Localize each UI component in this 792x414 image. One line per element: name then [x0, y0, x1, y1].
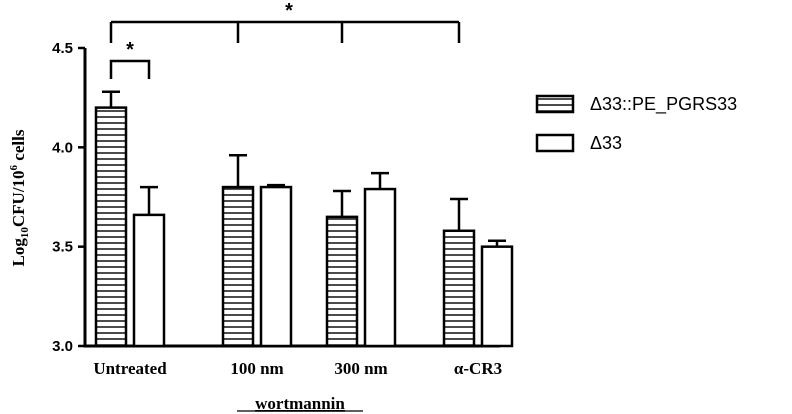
bar-striped-2 — [325, 215, 359, 348]
legend-label-striped: Δ33::PE_PGRS33 — [590, 94, 737, 115]
bars — [94, 106, 514, 348]
bar-striped-1 — [221, 185, 255, 348]
legend-swatch-striped — [535, 94, 575, 114]
category-label: α-CR3 — [454, 359, 502, 378]
bar-open-1 — [259, 185, 293, 348]
bar-striped-3 — [442, 229, 476, 348]
outer-significance-star: * — [285, 0, 293, 22]
y-tick-label: 3.0 — [52, 338, 73, 355]
inner-bracket — [109, 59, 151, 79]
bar-striped-0 — [94, 106, 128, 348]
significance-brackets: ** — [109, 0, 461, 79]
bar-open-0 — [132, 213, 166, 348]
y-label-end: cells — [9, 129, 28, 165]
y-ticks: 3.0 3.5 4.0 4.5 — [52, 40, 85, 355]
bar-open-2 — [363, 187, 397, 348]
y-label-sup: 6 — [8, 164, 20, 170]
y-axis-label: Log10CFU/106 cells — [8, 129, 31, 266]
category-label: Untreated — [93, 359, 167, 378]
y-tick-label: 4.0 — [52, 139, 73, 156]
y-label-mid: CFU/10 — [9, 170, 28, 227]
legend: Δ33::PE_PGRS33 Δ33 — [535, 94, 737, 153]
y-tick-label: 4.5 — [52, 40, 73, 57]
category-labels: Untreated 100 nm 300 nm α-CR3 — [93, 359, 502, 378]
bar-open-3 — [480, 245, 514, 348]
inner-significance-star: * — [126, 39, 134, 61]
legend-label-open: Δ33 — [590, 133, 622, 153]
x-axis-label: wortmannin — [255, 394, 345, 413]
category-label: 100 nm — [230, 359, 283, 378]
category-label: 300 nm — [334, 359, 387, 378]
y-tick-label: 3.5 — [52, 239, 73, 256]
error-bars — [102, 90, 506, 247]
legend-swatch-open — [535, 133, 575, 153]
y-label-sub: 10 — [19, 227, 31, 239]
y-label-base: Log — [9, 238, 28, 267]
